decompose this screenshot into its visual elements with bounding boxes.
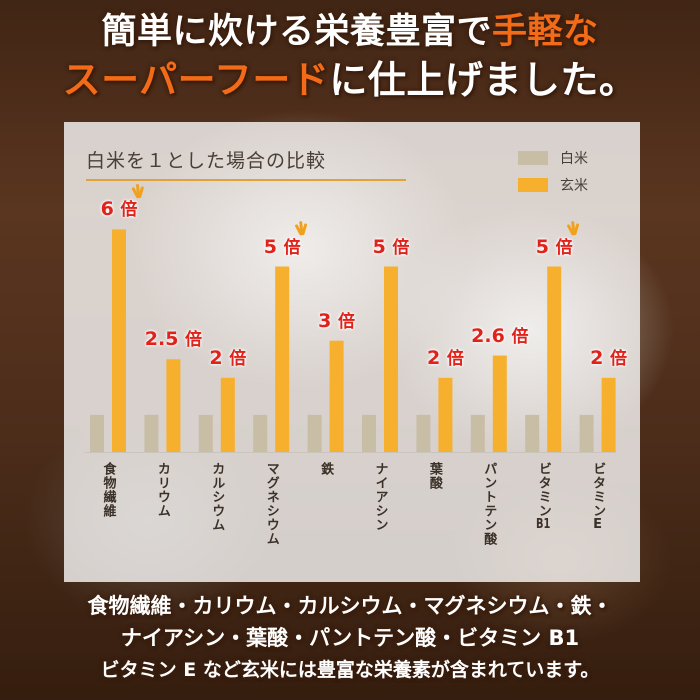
x-tick-label: 葉酸 [426, 462, 442, 490]
bar-white-rice [579, 414, 594, 452]
x-tick-label: カリウム [154, 462, 170, 518]
value-label: 6 倍 [101, 195, 138, 220]
bar-white-rice [362, 414, 376, 452]
value-label: 2.6 倍 [471, 322, 528, 347]
footer-text: 食物繊維・カリウム・カルシウム・マグネシウム・鉄・ ナイアシン・葉酸・パントテン… [0, 590, 700, 686]
value-label: 2 倍 [427, 344, 464, 369]
legend-label: 白米 [560, 151, 588, 167]
value-label: 2 倍 [590, 344, 627, 369]
value-unit: 倍 [185, 330, 203, 351]
value-unit: 倍 [446, 348, 464, 369]
value-unit: 倍 [283, 237, 301, 258]
legend-item-brown-rice: 玄米 [518, 175, 588, 195]
x-axis-baseline [84, 452, 616, 453]
value-unit: 倍 [511, 326, 529, 347]
value-number: 5 [263, 235, 284, 258]
value-unit: 倍 [338, 311, 356, 332]
x-tick-label: マグネシウム [263, 462, 279, 546]
legend-label: 玄米 [560, 178, 588, 194]
bar-brown-rice [112, 229, 126, 452]
bar-brown-rice [329, 340, 344, 452]
value-number: 6 [100, 198, 121, 221]
bar-white-rice [90, 414, 104, 452]
value-label: 3 倍 [318, 307, 355, 332]
legend-item-white-rice: 白米 [518, 148, 588, 168]
value-number: 2.5 [144, 328, 186, 351]
value-number: 2.6 [471, 324, 512, 347]
bar-brown-rice [166, 359, 181, 452]
x-tick-label: 鉄 [318, 462, 334, 476]
bar-white-rice [470, 414, 485, 452]
footer-line-3: ビタミン E など玄米には豊富な栄養素が含まれています。 [100, 659, 600, 681]
value-label: 2.5 倍 [145, 325, 202, 350]
x-tick-label: パントテン酸 [481, 462, 497, 546]
headline-text: に仕上げました。 [329, 58, 638, 102]
value-unit: 倍 [229, 348, 247, 369]
bar-plot [90, 183, 616, 452]
chart-legend: 白米 玄米 [518, 148, 588, 202]
footer-line-1: 食物繊維・カリウム・カルシウム・マグネシウム・鉄・ [87, 594, 613, 618]
bar-white-rice [198, 414, 213, 452]
value-label: 5 倍 [264, 233, 301, 258]
bar-white-rice [144, 414, 159, 452]
headline-line-2: スーパーフードに仕上げました。 [0, 56, 700, 104]
chart-title: 白米を１とした場合の比較 [86, 146, 406, 181]
footer-line-2: ナイアシン・葉酸・パントテン酸・ビタミン B1 [120, 626, 580, 650]
bar-brown-rice [438, 377, 453, 452]
bar-white-rice [416, 414, 431, 452]
sparkle-icon [567, 221, 580, 236]
headline-highlight: 手軽な [492, 12, 599, 52]
x-tick-label: カルシウム [209, 462, 225, 532]
value-label: 2 倍 [209, 344, 246, 369]
x-tick-label: 食物繊維 [100, 462, 116, 518]
value-unit: 倍 [392, 237, 410, 258]
bar-brown-rice [492, 355, 507, 452]
value-number: 2 [426, 346, 447, 369]
headline: 簡単に炊ける栄養豊富で手軽な スーパーフードに仕上げました。 [0, 8, 700, 104]
value-unit: 倍 [610, 348, 628, 369]
bar-brown-rice [547, 266, 562, 452]
value-unit: 倍 [120, 200, 138, 221]
bar-white-rice [253, 414, 268, 452]
headline-line-1: 簡単に炊ける栄養豊富で手軽な [0, 8, 700, 56]
value-label: 5 倍 [373, 233, 410, 258]
value-label: 5 倍 [536, 233, 573, 258]
value-unit: 倍 [555, 237, 573, 258]
x-tick-label: ビタミンB1 [535, 462, 551, 531]
headline-text: 簡単に炊ける栄養豊富で [101, 12, 492, 52]
legend-swatch-brown-rice [518, 178, 548, 192]
x-tick-label: ビタミンE [590, 462, 606, 531]
headline-highlight: スーパーフード [62, 58, 330, 102]
sparkle-icon [295, 221, 308, 236]
value-number: 3 [318, 309, 339, 332]
bar-brown-rice [384, 266, 398, 452]
value-number: 2 [209, 346, 230, 369]
bar-brown-rice [601, 377, 616, 452]
chart-panel: 白米を１とした場合の比較 白米 玄米 6 倍食物繊維 2.5 倍カリウム 2 倍カル… [64, 122, 640, 582]
bar-white-rice [525, 414, 540, 452]
sparkle-icon [131, 183, 144, 199]
legend-swatch-white-rice [518, 151, 548, 165]
value-number: 5 [372, 235, 393, 258]
bar-brown-rice [275, 266, 290, 452]
value-number: 2 [590, 346, 611, 369]
bar-white-rice [307, 414, 322, 452]
value-number: 5 [535, 235, 556, 258]
x-tick-label: ナイアシン [372, 462, 388, 532]
bar-brown-rice [220, 377, 235, 452]
